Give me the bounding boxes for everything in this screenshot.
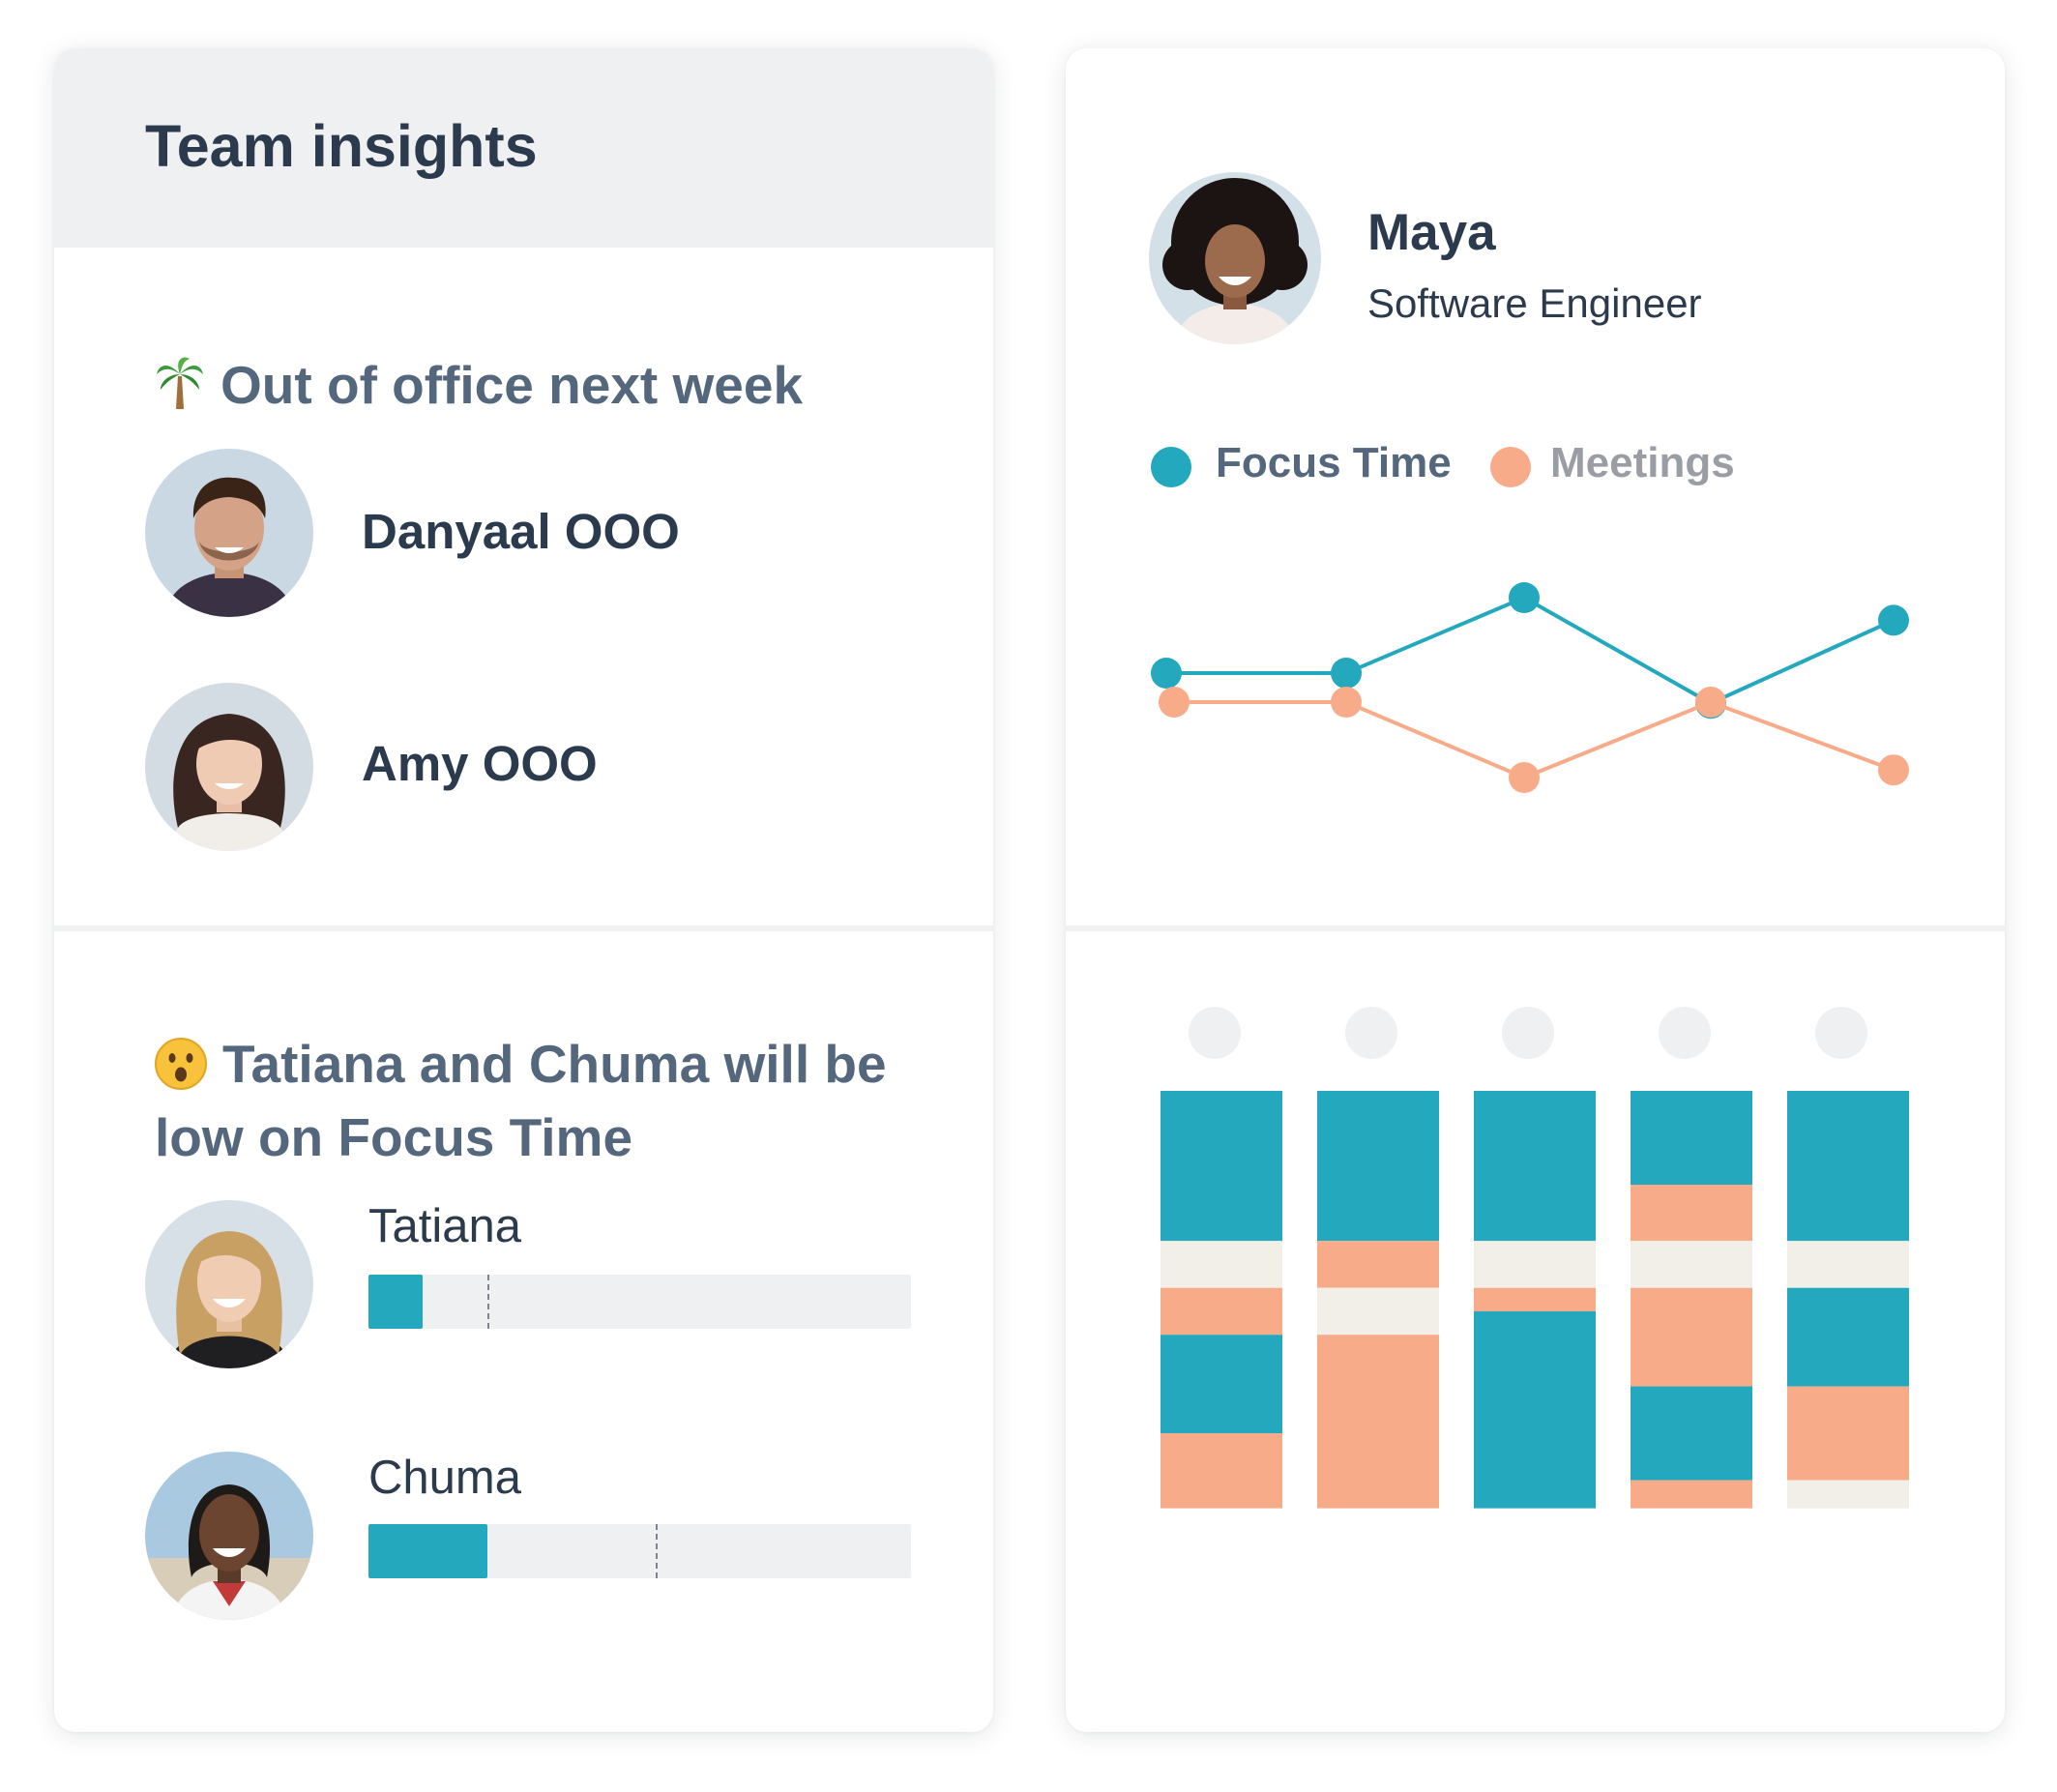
bar-segment-3-1-focus [1474,1091,1596,1242]
bar-segment-4-2-meetings [1631,1185,1752,1242]
bar-segment-1-5-meetings [1161,1433,1282,1509]
bar-segment-1-1-focus [1161,1091,1282,1242]
palm-tree-icon [155,353,205,429]
bar-segment-2-1-focus [1317,1091,1439,1242]
bar-segment-2-3-other [1317,1287,1439,1336]
data-point-meetings-4 [1695,687,1726,718]
bar-segment-3-4-focus [1474,1310,1596,1509]
focus-section-line2: low on Focus Time [155,1107,633,1167]
team-insights-header: Team insights [54,48,993,248]
avatar-tatiana [145,1200,313,1368]
profile-role: Software Engineer [1367,280,1702,326]
bar-segment-3-2-other [1474,1241,1596,1288]
ooo-section-title: Out of office next week [155,348,803,429]
bar-segment-4-3-other [1631,1241,1752,1288]
data-point-focus-time-1 [1151,658,1182,689]
focus-time-bar-chuma [368,1524,911,1578]
avatar-amy [145,683,313,851]
legend-meetings-dot [1490,447,1531,487]
ooo-person-amy: Amy OOO [362,736,598,791]
section-divider [1066,925,2005,931]
bar-segment-5-4-meetings [1787,1386,1909,1481]
schedule-bar-chart [1161,1007,1909,1509]
legend-meetings-label: Meetings [1550,439,1735,486]
surprised-face-icon [155,1035,207,1108]
legend-focus-label: Focus Time [1216,439,1452,486]
bar-segment-4-6-meetings [1631,1480,1752,1509]
focus-section-line1: Tatiana and Chuma will be [222,1034,887,1094]
data-point-meetings-3 [1509,762,1540,793]
data-point-focus-time-2 [1331,658,1362,689]
data-point-focus-time-3 [1509,582,1540,613]
team-insights-card: Team insights Out of office next week Da… [54,48,993,1732]
data-point-meetings-5 [1878,754,1909,786]
data-point-meetings-2 [1331,687,1362,718]
ooo-person-danyaal: Danyaal OOO [362,504,680,559]
bar-segment-1-4-focus [1161,1335,1282,1434]
bar-segment-1-3-meetings [1161,1287,1282,1336]
bar-segment-4-4-meetings [1631,1287,1752,1387]
bar-segment-4-1-focus [1631,1091,1752,1185]
bar-segment-2-2-meetings [1317,1241,1439,1288]
avatar-maya [1149,172,1321,344]
bar-segment-5-1-focus [1787,1091,1909,1242]
data-point-focus-time-5 [1878,604,1909,636]
bar-segment-4-5-focus [1631,1386,1752,1481]
bar-segment-5-3-focus [1787,1287,1909,1387]
section-divider [54,925,993,931]
bar-header-dot-3 [1502,1007,1554,1059]
bar-header-dot-4 [1659,1007,1711,1059]
bar-header-dot-2 [1345,1007,1397,1059]
bar-segment-1-2-other [1161,1241,1282,1288]
focus-time-target-marker [487,1275,490,1329]
focus-section-title: Tatiana and Chuma will be [155,1027,887,1108]
focus-meetings-line-chart [1151,582,1909,793]
bar-segment-2-4-meetings [1317,1335,1439,1509]
legend-focus-dot [1151,447,1191,487]
series-line-focus-time [1166,595,1895,706]
ooo-section-label: Out of office next week [220,355,804,415]
bar-segment-5-5-other [1787,1480,1909,1509]
focus-time-bar-tatiana [368,1275,911,1329]
avatar-chuma [145,1452,313,1620]
focus-time-fill [368,1524,488,1578]
focus-time-target-marker [656,1524,659,1578]
bar-segment-3-3-meetings [1474,1287,1596,1311]
avatar-danyaal [145,449,313,617]
bar-header-dot-1 [1189,1007,1241,1059]
focus-time-fill [368,1275,424,1329]
profile-name: Maya [1367,204,1496,261]
page-title: Team insights [145,113,538,179]
focus-person-chuma: Chuma [368,1452,521,1504]
bar-segment-5-2-other [1787,1241,1909,1288]
profile-card: Maya Software Engineer Focus Time Meetin… [1066,48,2005,1732]
bar-header-dot-5 [1815,1007,1867,1059]
data-point-meetings-1 [1159,687,1190,718]
focus-person-tatiana: Tatiana [368,1200,522,1252]
